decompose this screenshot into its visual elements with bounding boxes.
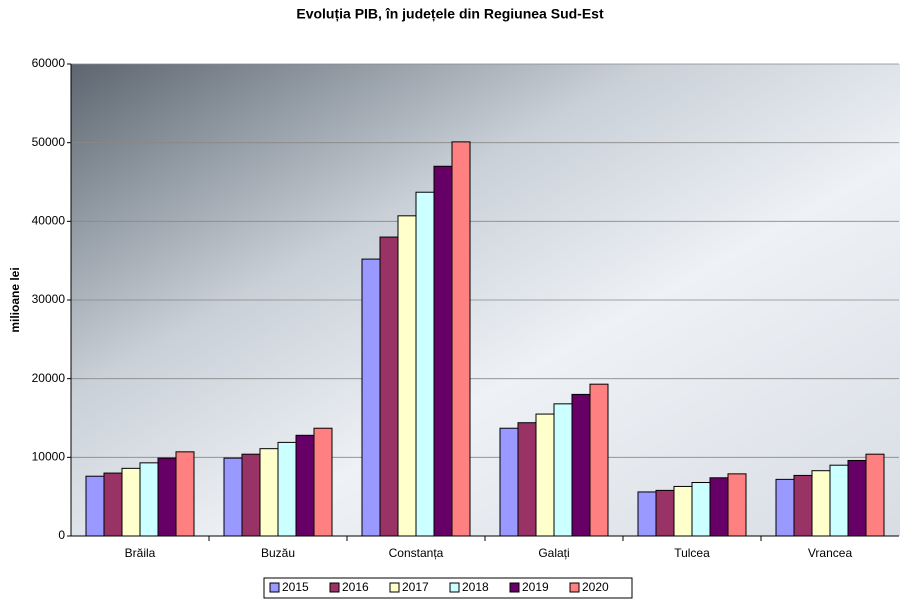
bar: [277, 441, 297, 537]
bar: [397, 215, 417, 537]
bar: [553, 403, 573, 537]
bar: [361, 258, 381, 537]
bar: [295, 434, 315, 537]
bar: [415, 191, 435, 537]
bar: [673, 485, 693, 537]
legend-swatch: [509, 582, 520, 593]
bar: [433, 165, 453, 537]
x-tick-label: Constanța: [389, 546, 444, 560]
bar: [655, 489, 675, 537]
y-tick-label: 30000: [32, 292, 66, 306]
bar: [637, 491, 657, 537]
bar: [499, 427, 519, 537]
bar: [85, 475, 105, 537]
bar: [451, 141, 471, 537]
y-tick-label: 50000: [32, 135, 66, 149]
bar: [313, 427, 333, 537]
legend-box: [263, 577, 633, 599]
bar: [259, 448, 279, 537]
legend-label: 2016: [342, 580, 369, 594]
y-axis-label: milioane lei: [8, 267, 22, 332]
bar: [535, 413, 555, 537]
y-tick-label: 0: [58, 528, 65, 542]
bar: [103, 472, 123, 537]
legend-label: 2017: [402, 580, 429, 594]
bar: [571, 393, 591, 537]
bar: [589, 383, 609, 537]
bar: [121, 467, 141, 537]
bar: [691, 482, 711, 537]
y-tick-label: 10000: [32, 450, 66, 464]
legend-swatch: [269, 582, 280, 593]
x-tick-label: Tulcea: [674, 546, 710, 560]
x-tick-label: Vrancea: [808, 546, 853, 560]
y-tick-label: 40000: [32, 214, 66, 228]
bar: [139, 462, 159, 537]
bar: [517, 422, 537, 537]
legend-label: 2020: [582, 580, 609, 594]
x-tick-label: Galați: [538, 546, 569, 560]
bar: [811, 470, 831, 537]
y-tick-label: 60000: [32, 56, 66, 70]
bar: [709, 477, 729, 537]
legend-swatch: [449, 582, 460, 593]
bar: [241, 453, 261, 537]
bar: [829, 464, 849, 537]
legend-label: 2015: [282, 580, 309, 594]
bar: [157, 457, 177, 537]
x-tick-label: Buzău: [261, 546, 295, 560]
chart-title: Evoluția PIB, în județele din Regiunea S…: [296, 6, 604, 22]
bar: [793, 474, 813, 537]
x-tick-label: Brăila: [125, 546, 156, 560]
legend-label: 2018: [462, 580, 489, 594]
bar: [727, 473, 747, 537]
legend-label: 2019: [522, 580, 549, 594]
legend-swatch: [569, 582, 580, 593]
bar: [775, 478, 795, 537]
bar: [223, 457, 243, 537]
legend-swatch: [329, 582, 340, 593]
bar: [379, 236, 399, 537]
y-tick-label: 20000: [32, 371, 66, 385]
bar: [847, 459, 867, 537]
bar: [865, 453, 885, 537]
bar: [175, 451, 195, 537]
legend-swatch: [389, 582, 400, 593]
